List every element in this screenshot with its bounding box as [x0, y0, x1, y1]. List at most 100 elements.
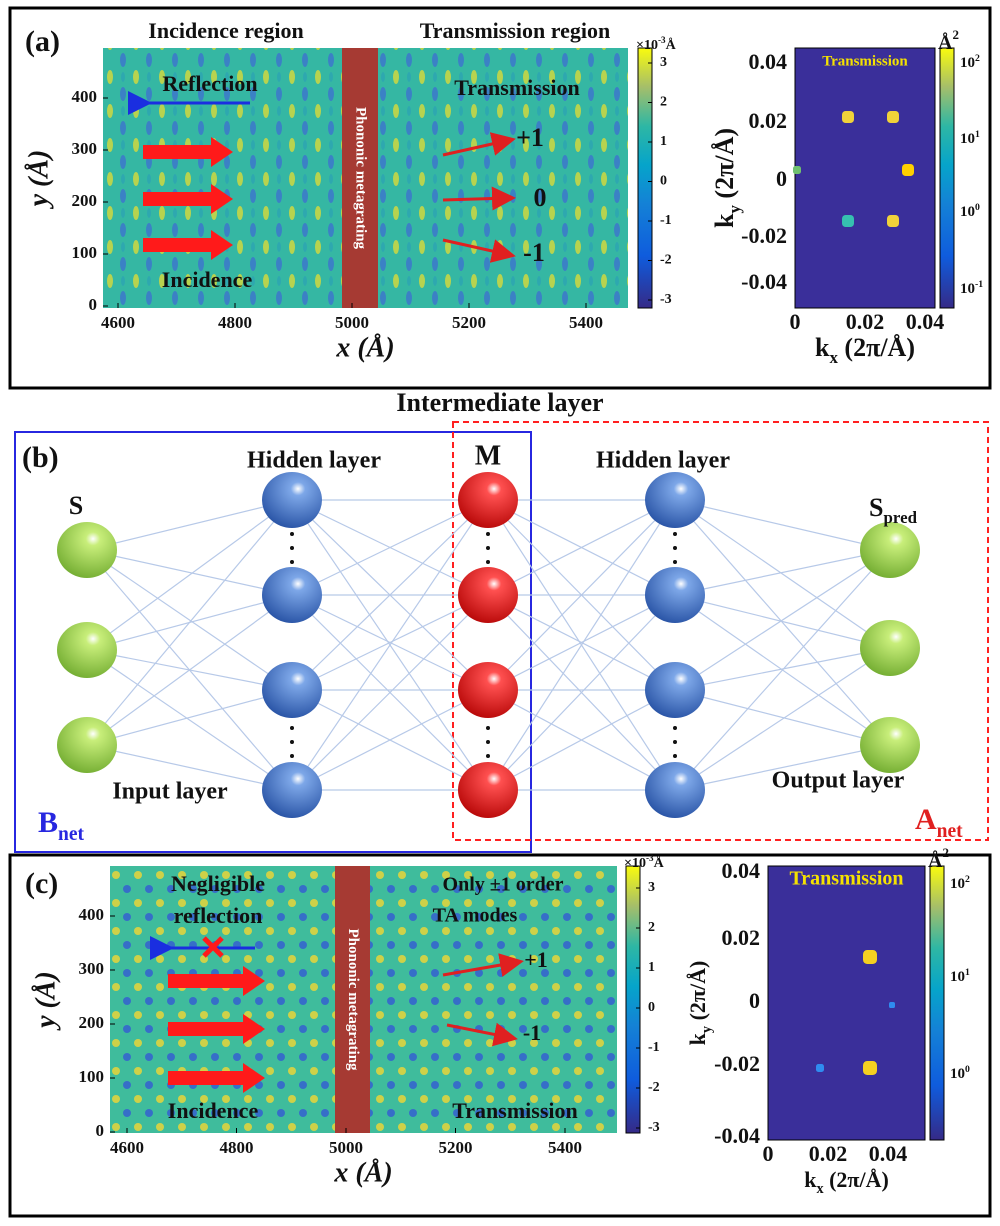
colorbar-tick-label: -1: [660, 213, 672, 228]
y-axis-label: y (Å): [30, 971, 61, 1031]
ellipsis-dot: [486, 532, 490, 536]
only-orders: Only ±1 order: [443, 874, 564, 896]
connection: [674, 647, 891, 691]
kx-tick-label: 0.04: [906, 309, 945, 334]
neuron: [458, 567, 518, 623]
input-layer: Input layer: [112, 779, 228, 805]
log-colorbar-tick-label-part: 10: [960, 281, 975, 297]
k-space-spot: [887, 111, 899, 123]
kx-axis-label-part: (2π/Å): [824, 1167, 889, 1192]
colorbar-tick-label: 3: [660, 55, 667, 70]
kx-axis-label: kx (2π/Å): [804, 1167, 889, 1197]
connection: [487, 499, 676, 596]
log-colorbar-tick-label-part: 10: [960, 131, 975, 147]
intermediate-layer: Intermediate layer: [396, 388, 603, 417]
kx-axis-label-part: x: [829, 348, 838, 367]
kx-axis-label-part: k: [815, 333, 830, 362]
k-space-map: [794, 47, 936, 309]
colorbar-tick-label: -3: [660, 292, 672, 307]
connection: [674, 499, 891, 649]
log-colorbar-tick-label-part: 10: [950, 876, 965, 892]
k-space-spot: [863, 950, 877, 964]
ky-axis-label: ky (2π/Å): [685, 961, 715, 1046]
x-tick-label: 4800: [218, 313, 252, 332]
output-layer: Output layer: [772, 768, 905, 794]
y-tick-label: 400: [72, 87, 98, 106]
neuron: [57, 522, 117, 578]
neuron: [262, 762, 322, 818]
negligible-reflection: Negligible: [171, 871, 265, 896]
incidence-arrow: [168, 966, 265, 996]
a-net-label-part: A: [915, 803, 937, 836]
log-colorbar-tick-label-part: -1: [975, 279, 983, 290]
s-pred-label-part: S: [869, 493, 883, 522]
a-net-label-part: net: [937, 821, 964, 842]
ellipsis-dot: [290, 740, 294, 744]
kx-axis-label-part: (2π/Å): [838, 333, 915, 362]
ky-tick-label: -0.02: [714, 1051, 760, 1076]
y-tick-label: 400: [79, 905, 105, 924]
colorbar-unit-part: ×10: [624, 856, 646, 871]
y-tick-label: 200: [79, 1013, 105, 1032]
kx-tick-label: 0: [790, 309, 801, 334]
cross-mark: [202, 936, 224, 958]
b-net-label-part: net: [58, 824, 85, 845]
connection: [86, 549, 293, 691]
k-space-spot: [842, 111, 854, 123]
k-space-spot: [887, 215, 899, 227]
log-colorbar-unit-part: 2: [942, 845, 949, 860]
neuron: [458, 662, 518, 718]
neuron: [57, 622, 117, 678]
ellipsis-dot: [290, 560, 294, 564]
k-space-spot: [842, 215, 854, 227]
colorbar-tick-label: -3: [648, 1120, 660, 1135]
transmission-arrow: [446, 1022, 518, 1047]
log-colorbar-tick-label-part: 0: [975, 202, 980, 213]
kx-tick-label: 0.02: [846, 309, 885, 334]
ellipsis-dot: [673, 546, 677, 550]
connection: [86, 744, 293, 791]
connection: [291, 689, 489, 791]
a-net-label: Anet: [915, 803, 963, 842]
log-colorbar-tick-label-part: 2: [965, 874, 970, 885]
connection: [291, 499, 489, 596]
neuron: [458, 762, 518, 818]
incidence-label: Incidence: [168, 1098, 259, 1123]
colorbar-tick-label: 0: [648, 1000, 655, 1015]
ky-axis-label-part: (2π/Å): [710, 128, 739, 205]
ky-tick-label: -0.04: [714, 1123, 760, 1148]
colorbar-unit-part: Å: [666, 37, 677, 53]
a-net-box: [452, 421, 989, 841]
order-label: 0: [534, 183, 547, 212]
connection: [86, 549, 293, 596]
ky-axis-label-part: k: [710, 213, 739, 228]
transmission-label: Transmission: [454, 75, 580, 100]
log-colorbar-tick-label: 102: [950, 874, 970, 893]
x-tick-label: 5200: [439, 1138, 473, 1157]
x-tick-label: 4600: [101, 313, 135, 332]
colorbar-tick-label: 2: [660, 95, 667, 110]
incidence-label: Incidence: [162, 267, 253, 292]
m-label: M: [475, 440, 501, 471]
kx-axis-label: kx (2π/Å): [815, 333, 915, 367]
colorbar-unit: ×10-3Å: [624, 853, 665, 871]
log-colorbar-tick-label: 10-1: [960, 279, 983, 298]
y-axis-label: y (Å): [23, 150, 54, 210]
order-label: +1: [524, 947, 548, 972]
colorbar-unit-part: -3: [646, 853, 654, 863]
negligible-reflection: reflection: [174, 903, 263, 928]
log-colorbar-unit-part: Å: [928, 849, 943, 872]
colorbar-unit-part: Å: [654, 855, 665, 871]
neuron: [57, 717, 117, 773]
connection: [674, 549, 891, 596]
x-tick-label: 4800: [220, 1138, 254, 1157]
x-tick-label: 5200: [452, 313, 486, 332]
connection: [674, 594, 891, 649]
ky-axis-label-part: y: [725, 205, 744, 214]
ellipsis-dot: [290, 546, 294, 550]
ky-tick-label: 0: [749, 988, 760, 1013]
log-colorbar-tick-label: 100: [950, 1064, 970, 1083]
transmission-arrow: [442, 132, 516, 157]
ky-tick-label: 0.04: [749, 49, 788, 74]
s-pred-label-part: pred: [883, 508, 917, 527]
